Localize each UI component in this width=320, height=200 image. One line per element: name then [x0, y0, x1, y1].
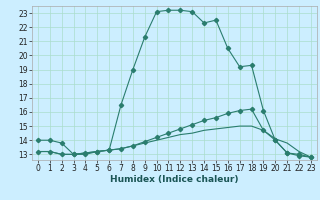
X-axis label: Humidex (Indice chaleur): Humidex (Indice chaleur): [110, 175, 239, 184]
